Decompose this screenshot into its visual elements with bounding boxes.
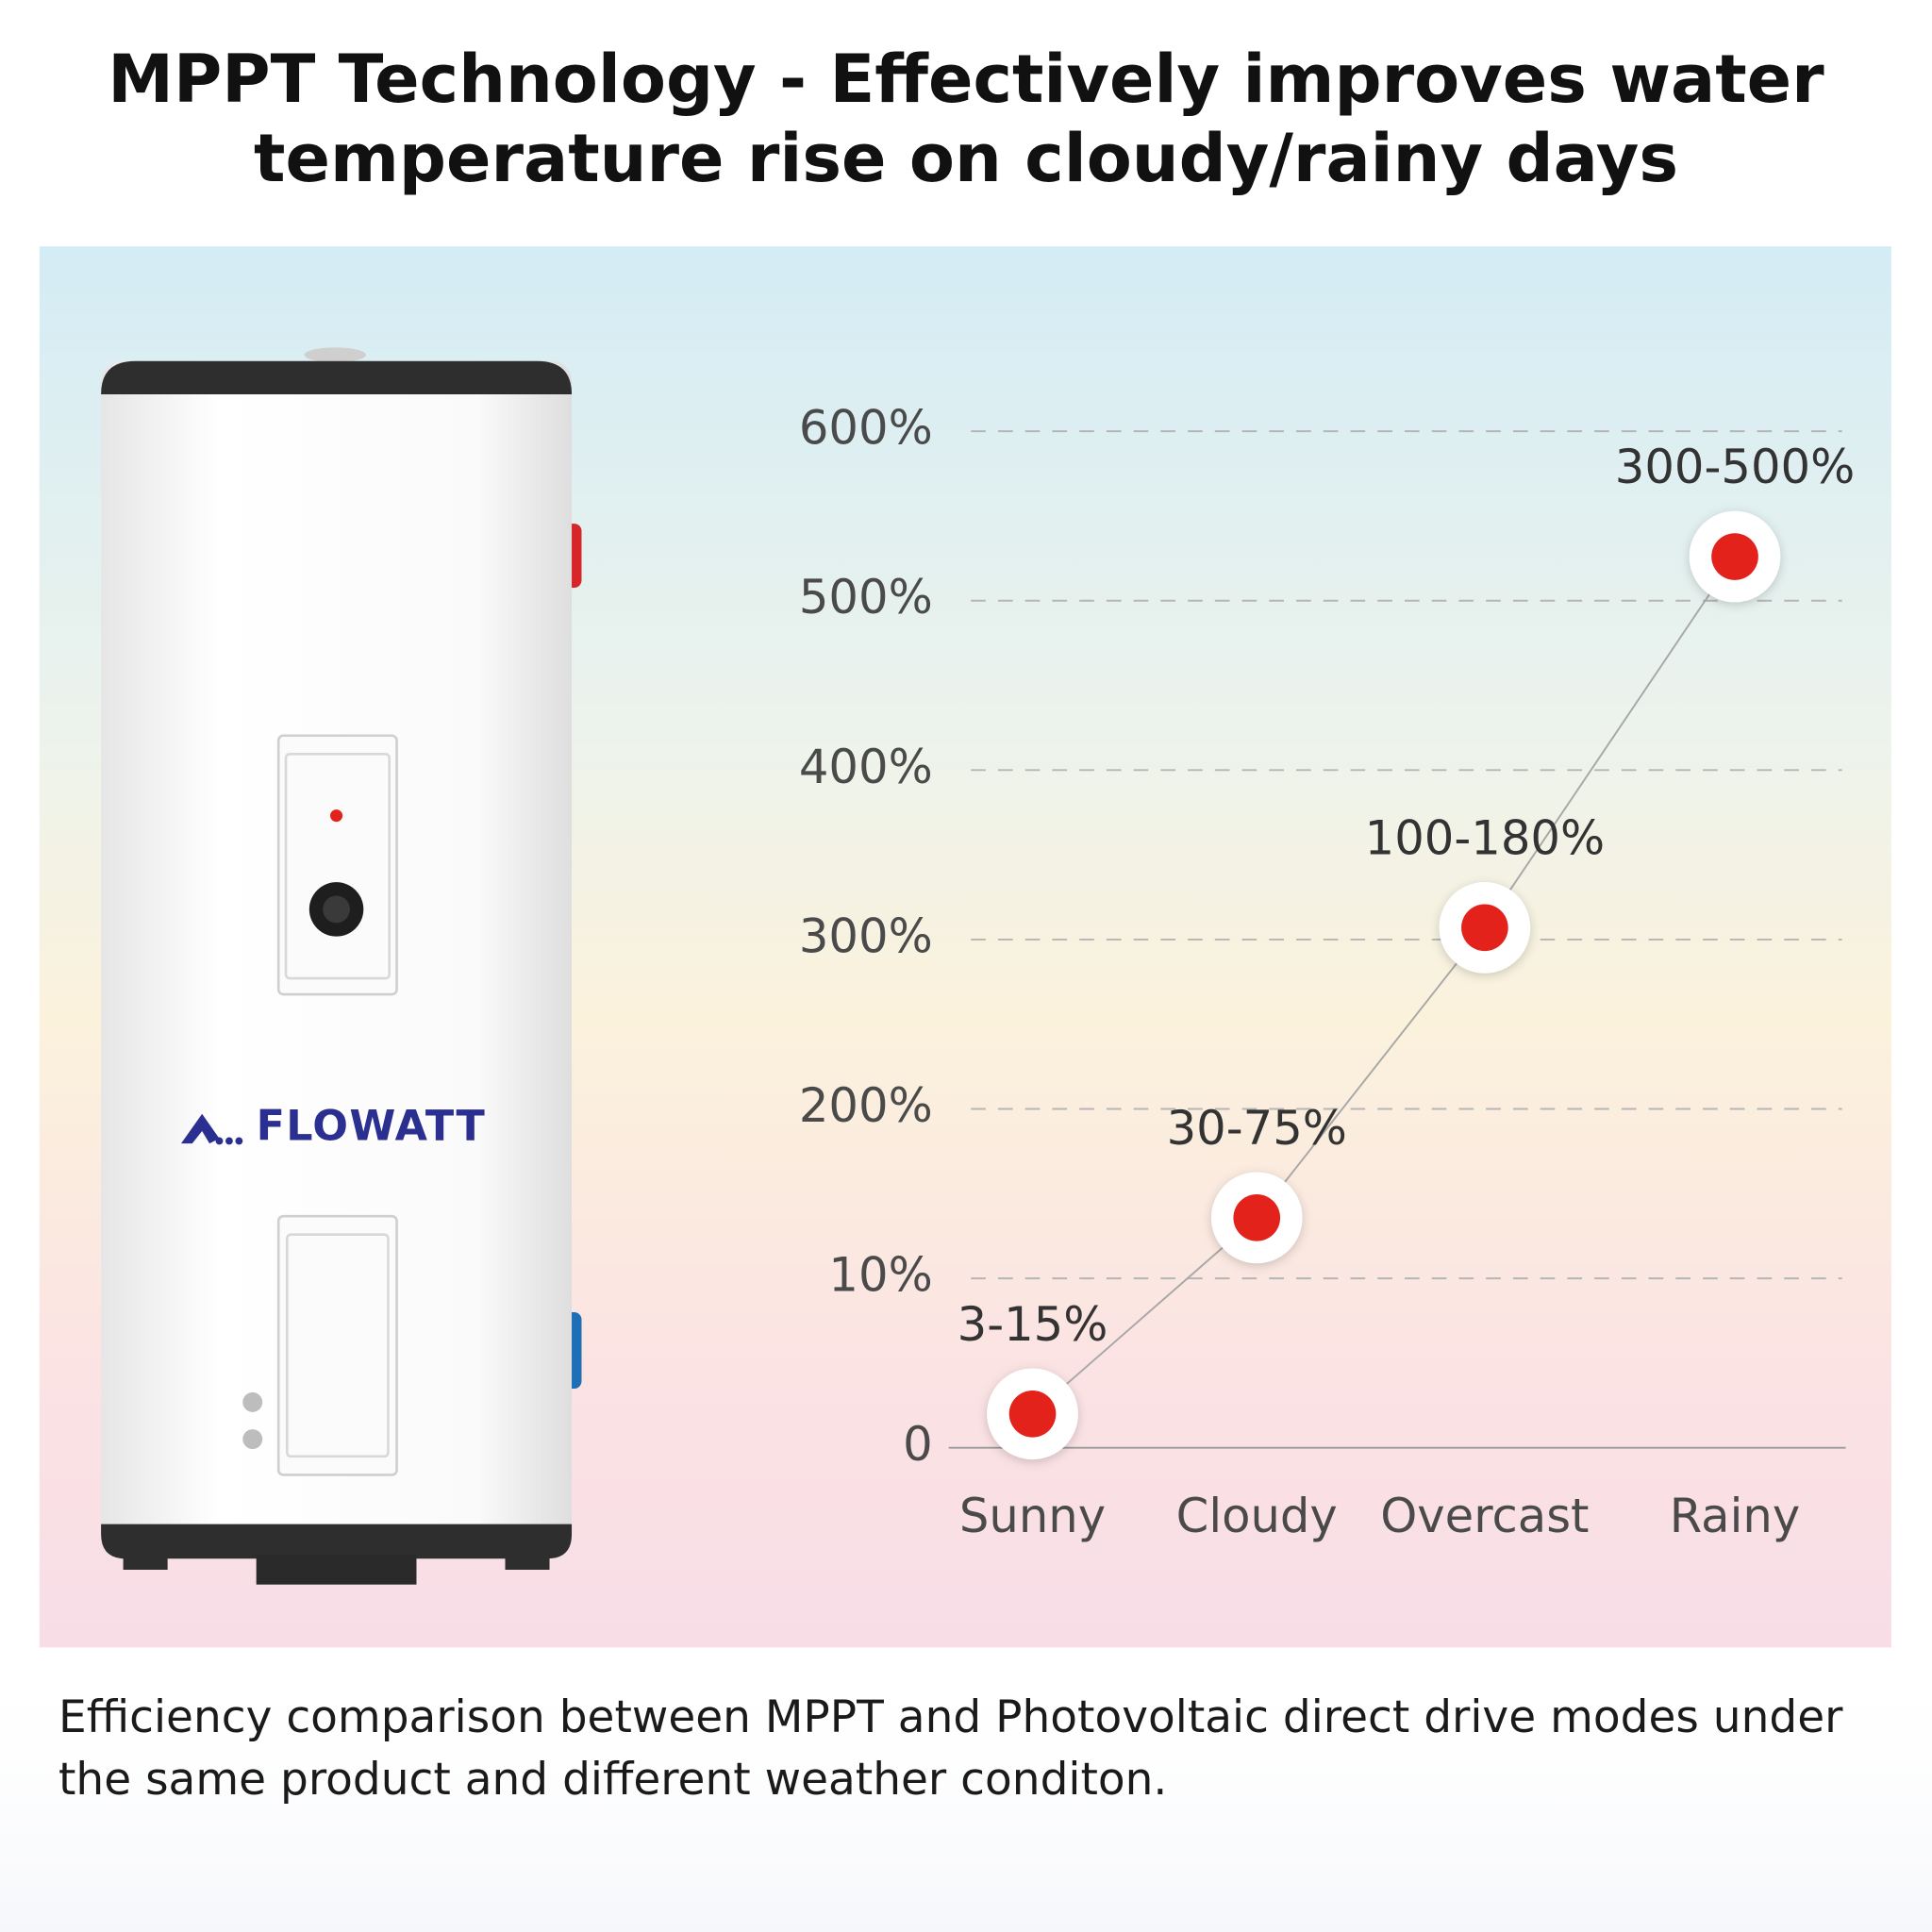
chart-title: MPPT Technology - Effectively improves w…: [108, 41, 1824, 197]
y-tick-label: 200%: [799, 1078, 933, 1133]
series-line: [1031, 556, 1736, 1415]
background-lower: [0, 1647, 1932, 1932]
y-tick-label: 400%: [799, 740, 933, 794]
data-point: [1461, 904, 1508, 952]
data-point: [1233, 1194, 1281, 1241]
value-label: 3-15%: [958, 1297, 1108, 1352]
y-tick-label: 300%: [799, 908, 933, 963]
y-tick-label: 0: [903, 1417, 933, 1472]
x-tick-label: Sunny: [959, 1489, 1106, 1543]
value-label: 100-180%: [1365, 810, 1606, 865]
x-tick-label: Rainy: [1670, 1489, 1800, 1543]
data-point: [1711, 533, 1758, 580]
y-tick-label: 600%: [799, 401, 933, 456]
data-point: [1008, 1390, 1057, 1438]
value-label: 300-500%: [1615, 440, 1856, 494]
chart-caption: Efficiency comparison between MPPT and P…: [58, 1691, 1843, 1806]
y-tick-label: 10%: [828, 1248, 932, 1303]
water-heater: [101, 347, 582, 1585]
x-tick-label: Cloudy: [1176, 1489, 1338, 1543]
x-tick-label: Overcast: [1380, 1489, 1589, 1543]
y-tick-label: 500%: [799, 570, 933, 625]
plot-area: 0 10% 200% 300% 400% 500% 600% Sunny Cloudy Overc…: [799, 401, 1855, 1543]
value-label: 30-75%: [1167, 1101, 1347, 1156]
brand-logo: FLOWATT: [257, 1102, 486, 1150]
